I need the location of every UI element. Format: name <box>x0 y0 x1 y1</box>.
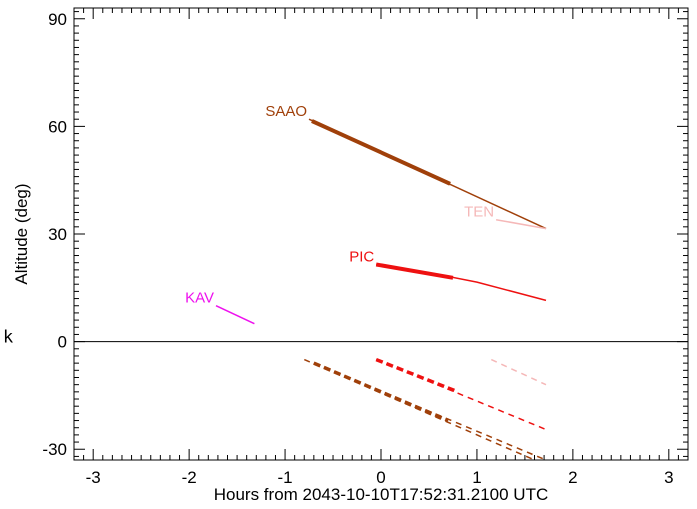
x-tick-label: 3 <box>664 468 673 487</box>
dashed-track <box>313 361 449 423</box>
x-tick-label: -1 <box>278 468 293 487</box>
track-line <box>375 262 454 280</box>
y-tick-label: 0 <box>58 333 67 352</box>
dashed-track <box>375 357 459 394</box>
dashed-track <box>490 358 547 386</box>
series-layer <box>215 118 547 461</box>
minor-ticks <box>73 8 689 460</box>
x-axis-title: Hours from 2043-10-10T17:52:31.2100 UTC <box>214 485 549 504</box>
x-tick-label: 2 <box>568 468 577 487</box>
tick-labels: -3 -2 -1 0 1 2 3 -30 0 30 60 90 <box>42 10 673 487</box>
track-line <box>311 119 451 186</box>
site-label-pic: PIC <box>349 248 374 265</box>
side-label: k <box>3 328 13 348</box>
y-tick-label: 60 <box>48 117 67 136</box>
site-label-kav: KAV <box>185 290 214 307</box>
x-tick-label: 1 <box>472 468 481 487</box>
ten-track-line <box>495 218 547 230</box>
kav-track-line <box>215 305 255 325</box>
y-tick-label: 30 <box>48 225 67 244</box>
y-tick-label: -30 <box>42 440 67 459</box>
x-tick-label: -3 <box>86 468 101 487</box>
site-labels: SAAO TEN PIC KAV <box>185 103 494 307</box>
y-axis-title: Altitude (deg) <box>12 183 31 284</box>
site-label-saao: SAAO <box>265 103 307 120</box>
x-tick-label: 0 <box>376 468 385 487</box>
major-ticks <box>74 8 688 460</box>
x-tick-label: -2 <box>182 468 197 487</box>
dashed-track <box>375 358 547 431</box>
y-tick-label: 90 <box>48 10 67 29</box>
site-label-ten: TEN <box>464 204 494 221</box>
plot-frame <box>73 7 689 461</box>
